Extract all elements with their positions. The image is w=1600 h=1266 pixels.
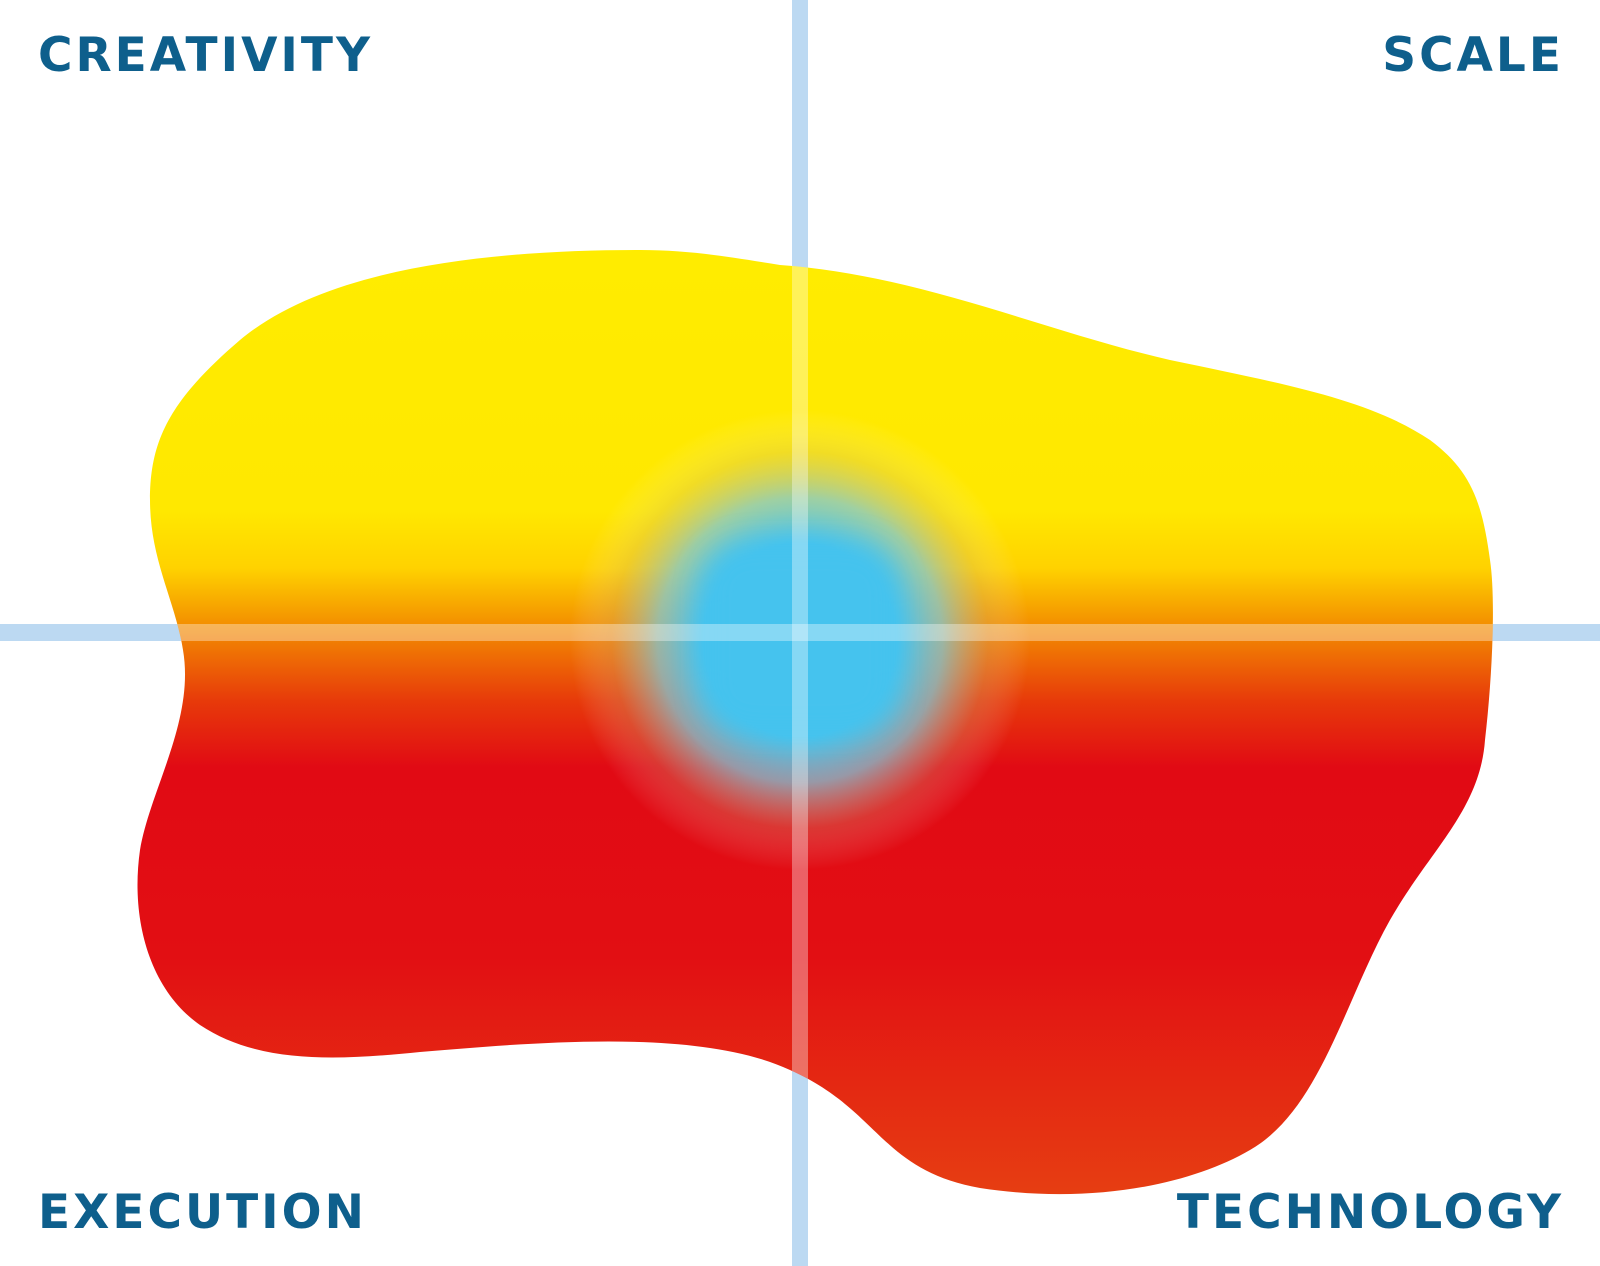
label-creativity: CREATIVITY bbox=[38, 28, 374, 83]
label-execution: EXECUTION bbox=[38, 1185, 367, 1240]
vertical-axis-overlay bbox=[792, 250, 808, 1195]
center-core bbox=[705, 545, 895, 730]
horizontal-axis-overlay bbox=[137, 624, 1493, 641]
label-technology: TECHNOLOGY bbox=[1176, 1185, 1564, 1240]
label-scale: SCALE bbox=[1382, 28, 1564, 83]
